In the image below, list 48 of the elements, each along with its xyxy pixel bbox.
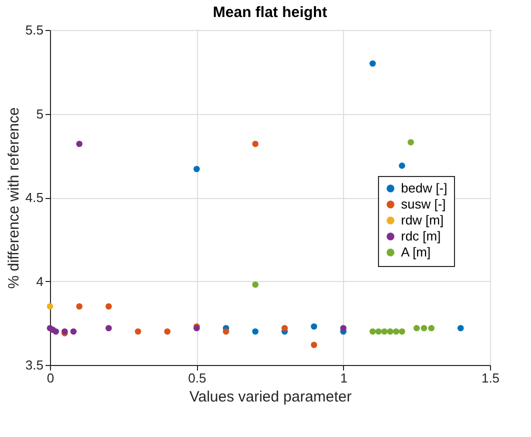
point <box>381 328 388 335</box>
point <box>52 328 60 335</box>
point <box>375 328 382 335</box>
point <box>398 162 406 169</box>
point <box>106 324 112 332</box>
point <box>392 328 400 335</box>
point <box>76 303 82 310</box>
legend-label: susw [-] <box>401 196 446 212</box>
legend-label: rdw [m] <box>401 212 444 228</box>
point <box>310 342 318 348</box>
point <box>340 324 346 332</box>
point <box>282 324 288 332</box>
legend-label: bedw [-] <box>401 180 448 196</box>
y-tick-label: 5 <box>36 106 44 122</box>
point <box>414 324 420 332</box>
x-tick-label: 1 <box>340 370 348 386</box>
x-tick-label: 0 <box>46 370 54 386</box>
point <box>46 303 54 310</box>
point <box>134 328 142 335</box>
x-tick-label: 1.5 <box>481 370 500 386</box>
y-tick-label: 4 <box>36 274 44 289</box>
chart-title: Mean flat height <box>212 4 328 21</box>
y-tick-label: 3.5 <box>25 358 44 372</box>
point <box>310 323 318 330</box>
point <box>398 328 406 335</box>
point <box>428 324 434 332</box>
legend-label: A [m] <box>401 244 431 260</box>
point <box>458 324 464 332</box>
point <box>222 328 230 335</box>
y-tick-label: 5.5 <box>25 22 44 38</box>
point <box>420 324 428 332</box>
point <box>252 140 258 148</box>
point <box>70 328 77 335</box>
point <box>387 328 394 335</box>
point <box>194 166 200 172</box>
point <box>252 328 258 335</box>
point <box>370 328 376 335</box>
x-tick-label: 0.5 <box>188 370 206 386</box>
point <box>76 140 82 148</box>
point <box>408 139 414 146</box>
point <box>252 281 258 288</box>
point <box>164 328 170 335</box>
y-axis-title: % difference with reference <box>5 107 22 289</box>
point <box>370 60 376 67</box>
legend-label: rdc [m] <box>401 228 441 244</box>
y-tick-label: 4.5 <box>25 190 44 205</box>
point <box>106 303 112 310</box>
x-axis-title: Values varied parameter <box>189 388 352 406</box>
